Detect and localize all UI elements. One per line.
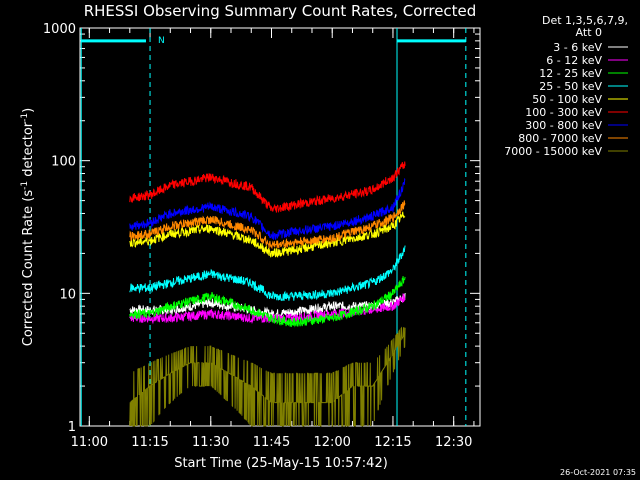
- series-line: [129, 161, 406, 213]
- y-axis-label-sup1: -1: [20, 181, 30, 190]
- legend-label: 300 - 800 keV: [525, 119, 602, 132]
- series-line: [129, 326, 406, 427]
- y-axis-label-sup2: -1: [20, 113, 30, 122]
- legend-header-line2: Att 0: [576, 26, 602, 39]
- y-tick-label: 100: [51, 155, 76, 170]
- x-tick-label: 11:15: [131, 435, 168, 450]
- legend-label: 12 - 25 keV: [539, 67, 602, 80]
- legend-label: 3 - 6 keV: [553, 41, 602, 54]
- timestamp: 26-Oct-2021 07:35: [560, 468, 636, 477]
- chart-title: RHESSI Observing Summary Count Rates, Co…: [84, 2, 477, 20]
- legend-label: 6 - 12 keV: [546, 54, 602, 67]
- series-line: [129, 211, 406, 258]
- legend-header-line1: Det 1,3,5,6,7,9,: [542, 14, 628, 27]
- legend-label: 7000 - 15000 keV: [504, 145, 602, 158]
- y-axis-label-mid: detector: [21, 121, 36, 181]
- x-tick-label: 11:30: [192, 435, 229, 450]
- y-tick-label: 10: [59, 287, 76, 302]
- series-layer: [129, 161, 406, 427]
- x-tick-label: 12:15: [374, 435, 411, 450]
- x-tick-labels: 11:00 11:15 11:30 11:45 12:00 12:15 12:30: [71, 435, 473, 450]
- legend-label: 100 - 300 keV: [525, 106, 602, 119]
- series-line: [129, 177, 406, 240]
- series-line: [129, 200, 406, 250]
- series-line: [129, 276, 406, 328]
- legend-label: 25 - 50 keV: [539, 80, 602, 93]
- x-tick-label: 11:00: [71, 435, 108, 450]
- y-axis-label-main: Corrected Count Rate (s: [21, 190, 36, 347]
- time-markers: [80, 28, 467, 426]
- x-axis-label: Start Time (25-May-15 10:57:42): [174, 456, 388, 471]
- x-tick-label: 11:45: [253, 435, 290, 450]
- y-tick-label: 1000: [43, 22, 76, 37]
- legend-label: 800 - 7000 keV: [518, 132, 602, 145]
- x-tick-label: 12:30: [435, 435, 472, 450]
- x-tick-label: 12:00: [313, 435, 350, 450]
- y-axis-label-end: ): [21, 108, 36, 113]
- legend-label: 50 - 100 keV: [532, 93, 602, 106]
- y-axis-label: Corrected Count Rate (s-1 detector-1): [20, 108, 36, 346]
- series-line: [129, 245, 406, 302]
- night-marker: N: [158, 36, 165, 46]
- y-tick-label: 1: [68, 420, 76, 435]
- y-tick-labels: 1 10 100 1000: [43, 22, 76, 435]
